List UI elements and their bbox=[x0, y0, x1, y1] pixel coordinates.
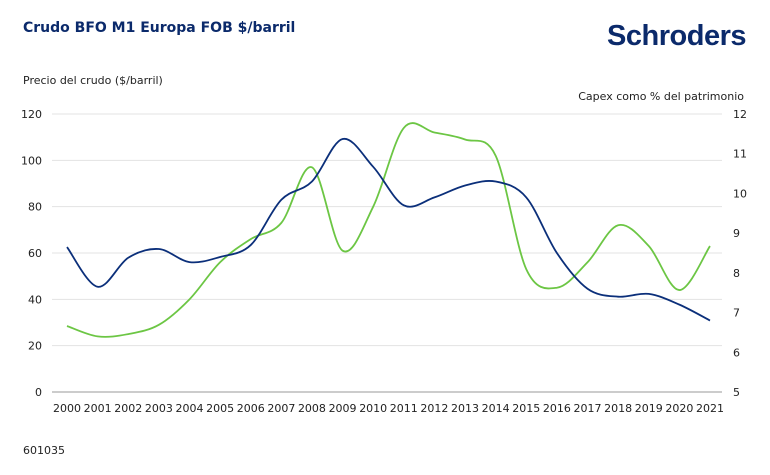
x-tick-label: 2015 bbox=[512, 402, 540, 415]
schroders-logo: Schroders bbox=[607, 20, 746, 52]
x-tick-label: 2006 bbox=[237, 402, 265, 415]
y2-axis-label: Capex como % del patrimonio bbox=[578, 90, 744, 103]
y-tick-label: 40 bbox=[28, 293, 42, 306]
y-tick-label: 100 bbox=[21, 154, 42, 167]
x-tick-label: 2004 bbox=[175, 402, 203, 415]
x-tick-label: 2000 bbox=[53, 402, 81, 415]
y2-tick-label: 10 bbox=[733, 187, 747, 200]
x-tick-label: 2007 bbox=[267, 402, 295, 415]
y-axis-label: Precio del crudo ($/barril) bbox=[23, 74, 163, 87]
x-tick-label: 2012 bbox=[420, 402, 448, 415]
x-tick-label: 2021 bbox=[696, 402, 724, 415]
x-tick-label: 2018 bbox=[604, 402, 632, 415]
x-tick-label: 2013 bbox=[451, 402, 479, 415]
x-tick-label: 2011 bbox=[390, 402, 418, 415]
y-tick-label: 0 bbox=[35, 386, 42, 399]
x-tick-label: 2010 bbox=[359, 402, 387, 415]
y-tick-label: 20 bbox=[28, 340, 42, 353]
y-tick-label: 60 bbox=[28, 247, 42, 260]
x-tick-label: 2014 bbox=[482, 402, 510, 415]
x-tick-label: 2005 bbox=[206, 402, 234, 415]
capex-series-line bbox=[66, 138, 711, 322]
y2-tick-label: 7 bbox=[733, 307, 740, 320]
y2-tick-label: 9 bbox=[733, 227, 740, 240]
y2-tick-label: 5 bbox=[733, 386, 740, 399]
x-tick-label: 2016 bbox=[543, 402, 571, 415]
y-tick-label: 80 bbox=[28, 201, 42, 214]
x-tick-label: 2009 bbox=[329, 402, 357, 415]
chart-title: Crudo BFO M1 Europa FOB $/barril bbox=[23, 20, 296, 36]
x-tick-label: 2002 bbox=[114, 402, 142, 415]
oil-price-series-line bbox=[66, 122, 711, 338]
y2-tick-label: 6 bbox=[733, 346, 740, 359]
footer-code: 601035 bbox=[23, 444, 65, 457]
x-tick-label: 2003 bbox=[145, 402, 173, 415]
y2-tick-label: 12 bbox=[733, 108, 747, 121]
x-tick-label: 2019 bbox=[635, 402, 663, 415]
y2-tick-label: 8 bbox=[733, 267, 740, 280]
y2-tick-label: 11 bbox=[733, 148, 747, 161]
x-tick-label: 2008 bbox=[298, 402, 326, 415]
y-tick-label: 120 bbox=[21, 108, 42, 121]
x-tick-label: 2017 bbox=[574, 402, 602, 415]
x-tick-label: 2001 bbox=[84, 402, 112, 415]
x-tick-label: 2020 bbox=[665, 402, 693, 415]
